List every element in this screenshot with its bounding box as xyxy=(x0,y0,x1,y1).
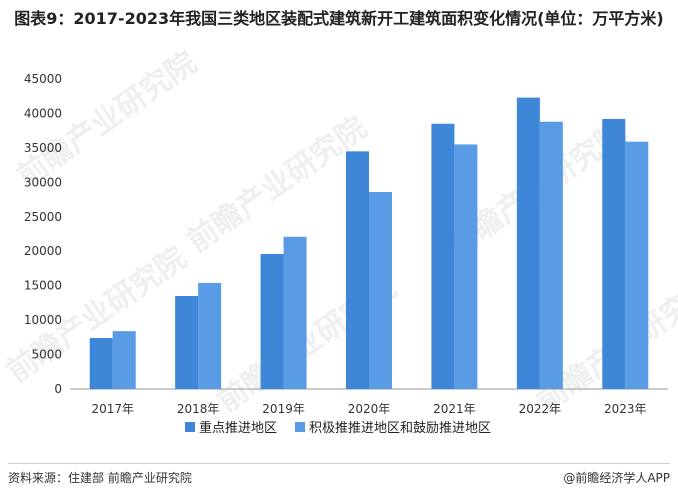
bar xyxy=(369,191,392,389)
y-tick-label: 30000 xyxy=(24,175,62,189)
y-tick-label: 20000 xyxy=(24,244,62,258)
legend-swatch xyxy=(295,422,305,432)
brand-credit: @前瞻经济学人APP xyxy=(563,471,670,485)
y-tick-label: 25000 xyxy=(24,210,62,224)
y-tick-label: 15000 xyxy=(24,279,62,293)
y-tick-label: 35000 xyxy=(24,141,62,155)
x-tick-label: 2023年 xyxy=(604,402,647,416)
bar xyxy=(198,282,222,389)
x-tick-label: 2018年 xyxy=(177,402,220,416)
x-tick-label: 2019年 xyxy=(262,402,305,416)
legend-swatch xyxy=(185,422,195,432)
bar xyxy=(283,236,307,389)
bar-chart: 0 5000 10000 15000 20000 25000 30000 35000 40000… xyxy=(24,72,668,436)
x-tick-label: 2021年 xyxy=(433,402,476,416)
y-tick-label: 45000 xyxy=(24,72,62,86)
bar xyxy=(454,144,478,389)
source-note: 资料来源：住建部 前瞻产业研究院 xyxy=(8,471,192,485)
bar xyxy=(175,296,199,389)
x-tick-label: 2017年 xyxy=(91,402,134,416)
bar xyxy=(89,338,113,389)
y-tick-label: 40000 xyxy=(24,106,62,120)
y-tick-label: 10000 xyxy=(24,313,62,327)
y-tick-label: 0 xyxy=(54,382,62,396)
bar xyxy=(539,121,563,389)
legend-label: 积极推推进地区和鼓励推进地区 xyxy=(309,421,491,436)
footer-divider xyxy=(8,463,670,464)
bar xyxy=(431,123,455,390)
bar xyxy=(625,141,649,389)
bar xyxy=(112,331,136,389)
bar xyxy=(346,151,369,389)
chart-title: 图表9：2017-2023年我国三类地区装配式建筑新开工建筑面积变化情况(单位：… xyxy=(14,9,664,28)
bar xyxy=(260,253,284,389)
legend-label: 重点推进地区 xyxy=(199,420,277,436)
bar xyxy=(516,97,540,389)
x-tick-label: 2022年 xyxy=(519,402,562,416)
bar xyxy=(602,118,626,389)
x-tick-label: 2020年 xyxy=(348,402,391,416)
y-tick-label: 5000 xyxy=(31,348,62,362)
